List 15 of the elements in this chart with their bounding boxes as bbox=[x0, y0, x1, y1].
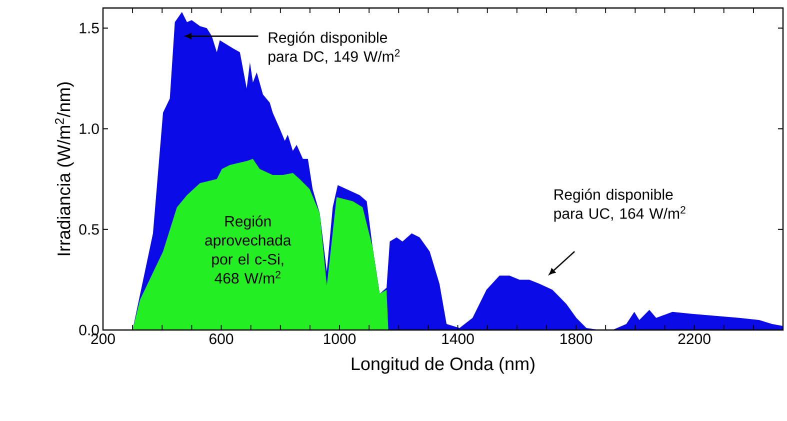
x-tick-label: 2200 bbox=[678, 334, 710, 344]
y-tick-label: 0.5 bbox=[79, 224, 99, 235]
y-tick-label: 1.0 bbox=[80, 123, 99, 134]
y-tick-label: 0.0 bbox=[79, 324, 99, 336]
annotation: Región disponible para UC, 164 W/m$^{2}$ bbox=[554, 188, 686, 222]
annotation: Región disponible para DC, 149 W/m$^{2}$ bbox=[268, 32, 400, 65]
x-axis-title: Longitud de Onda (nm) bbox=[352, 356, 534, 374]
y-tick-label: 1.5 bbox=[80, 22, 99, 34]
x-tick-label: 1400 bbox=[442, 334, 474, 344]
y-axis-title: Irradiancia (W/m$^{2}$/nm) bbox=[55, 82, 74, 256]
x-tick-label: 1800 bbox=[560, 334, 592, 344]
x-tick-label: 200 bbox=[91, 334, 115, 344]
series-label: Región aprovechada por el c-Si, 468 W/m$^{2}$ bbox=[205, 215, 292, 284]
x-tick-label: 600 bbox=[210, 334, 234, 344]
x-tick-label: 1000 bbox=[324, 334, 356, 344]
